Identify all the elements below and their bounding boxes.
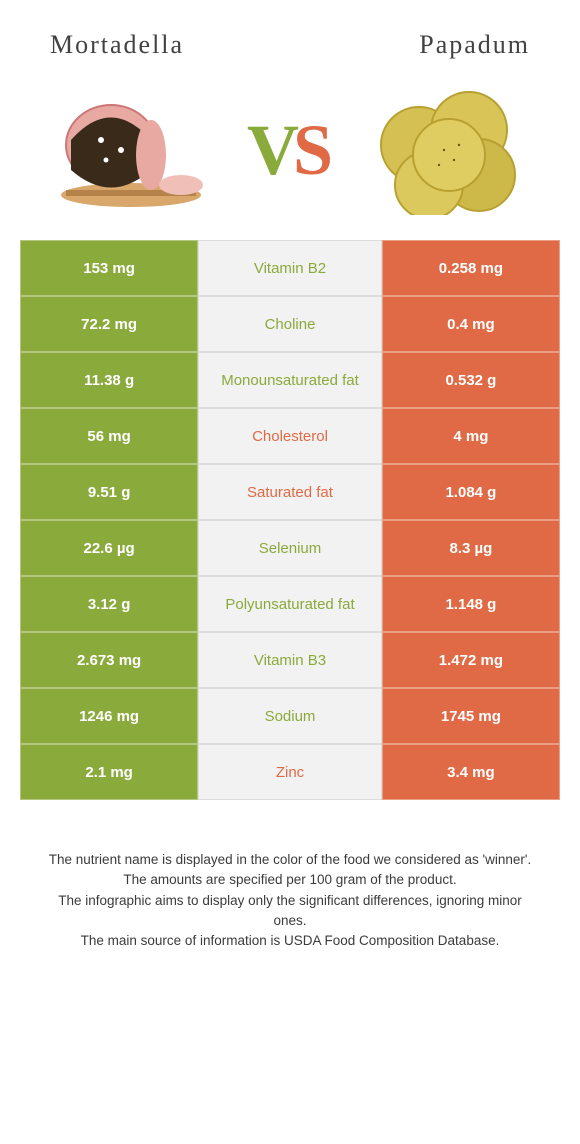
value-right: 0.258 mg — [382, 240, 560, 296]
infographic-container: Mortadella Papadum V S — [0, 0, 580, 1144]
value-left: 153 mg — [20, 240, 198, 296]
value-left: 11.38 g — [20, 352, 198, 408]
vs-s: S — [293, 109, 333, 192]
footnote-line: The nutrient name is displayed in the co… — [40, 850, 540, 870]
nutrient-row: 72.2 mgCholine0.4 mg — [20, 296, 560, 352]
value-right: 0.532 g — [382, 352, 560, 408]
nutrient-row: 2.1 mgZinc3.4 mg — [20, 744, 560, 800]
footnotes: The nutrient name is displayed in the co… — [0, 800, 580, 971]
value-right: 8.3 µg — [382, 520, 560, 576]
value-right: 1.148 g — [382, 576, 560, 632]
vs-v: V — [247, 109, 299, 192]
nutrient-row: 11.38 gMonounsaturated fat0.532 g — [20, 352, 560, 408]
value-left: 72.2 mg — [20, 296, 198, 352]
nutrient-label: Vitamin B3 — [198, 632, 382, 688]
footnote-line: The infographic aims to display only the… — [40, 891, 540, 932]
value-right: 3.4 mg — [382, 744, 560, 800]
value-right: 1.084 g — [382, 464, 560, 520]
value-left: 2.1 mg — [20, 744, 198, 800]
value-left: 56 mg — [20, 408, 198, 464]
nutrient-label: Polyunsaturated fat — [198, 576, 382, 632]
food-image-right — [364, 80, 534, 220]
nutrient-row: 153 mgVitamin B20.258 mg — [20, 240, 560, 296]
nutrient-table: 153 mgVitamin B20.258 mg72.2 mgCholine0.… — [20, 240, 560, 800]
nutrient-label: Choline — [198, 296, 382, 352]
food-title-left: Mortadella — [50, 30, 184, 60]
nutrient-row: 2.673 mgVitamin B31.472 mg — [20, 632, 560, 688]
vs-row: V S — [0, 70, 580, 240]
value-right: 0.4 mg — [382, 296, 560, 352]
value-right: 1.472 mg — [382, 632, 560, 688]
value-left: 3.12 g — [20, 576, 198, 632]
value-left: 2.673 mg — [20, 632, 198, 688]
value-left: 22.6 µg — [20, 520, 198, 576]
food-image-left — [46, 80, 216, 220]
nutrient-row: 3.12 gPolyunsaturated fat1.148 g — [20, 576, 560, 632]
nutrient-label: Saturated fat — [198, 464, 382, 520]
value-left: 9.51 g — [20, 464, 198, 520]
nutrient-row: 56 mgCholesterol4 mg — [20, 408, 560, 464]
footnote-line: The main source of information is USDA F… — [40, 931, 540, 951]
nutrient-row: 22.6 µgSelenium8.3 µg — [20, 520, 560, 576]
value-left: 1246 mg — [20, 688, 198, 744]
nutrient-label: Zinc — [198, 744, 382, 800]
nutrient-label: Vitamin B2 — [198, 240, 382, 296]
value-right: 4 mg — [382, 408, 560, 464]
value-right: 1745 mg — [382, 688, 560, 744]
header-row: Mortadella Papadum — [0, 0, 580, 70]
nutrient-label: Sodium — [198, 688, 382, 744]
nutrient-label: Monounsaturated fat — [198, 352, 382, 408]
food-title-right: Papadum — [419, 30, 530, 60]
nutrient-label: Cholesterol — [198, 408, 382, 464]
nutrient-row: 9.51 gSaturated fat1.084 g — [20, 464, 560, 520]
nutrient-label: Selenium — [198, 520, 382, 576]
vs-label: V S — [247, 109, 333, 192]
footnote-line: The amounts are specified per 100 gram o… — [40, 870, 540, 890]
nutrient-row: 1246 mgSodium1745 mg — [20, 688, 560, 744]
